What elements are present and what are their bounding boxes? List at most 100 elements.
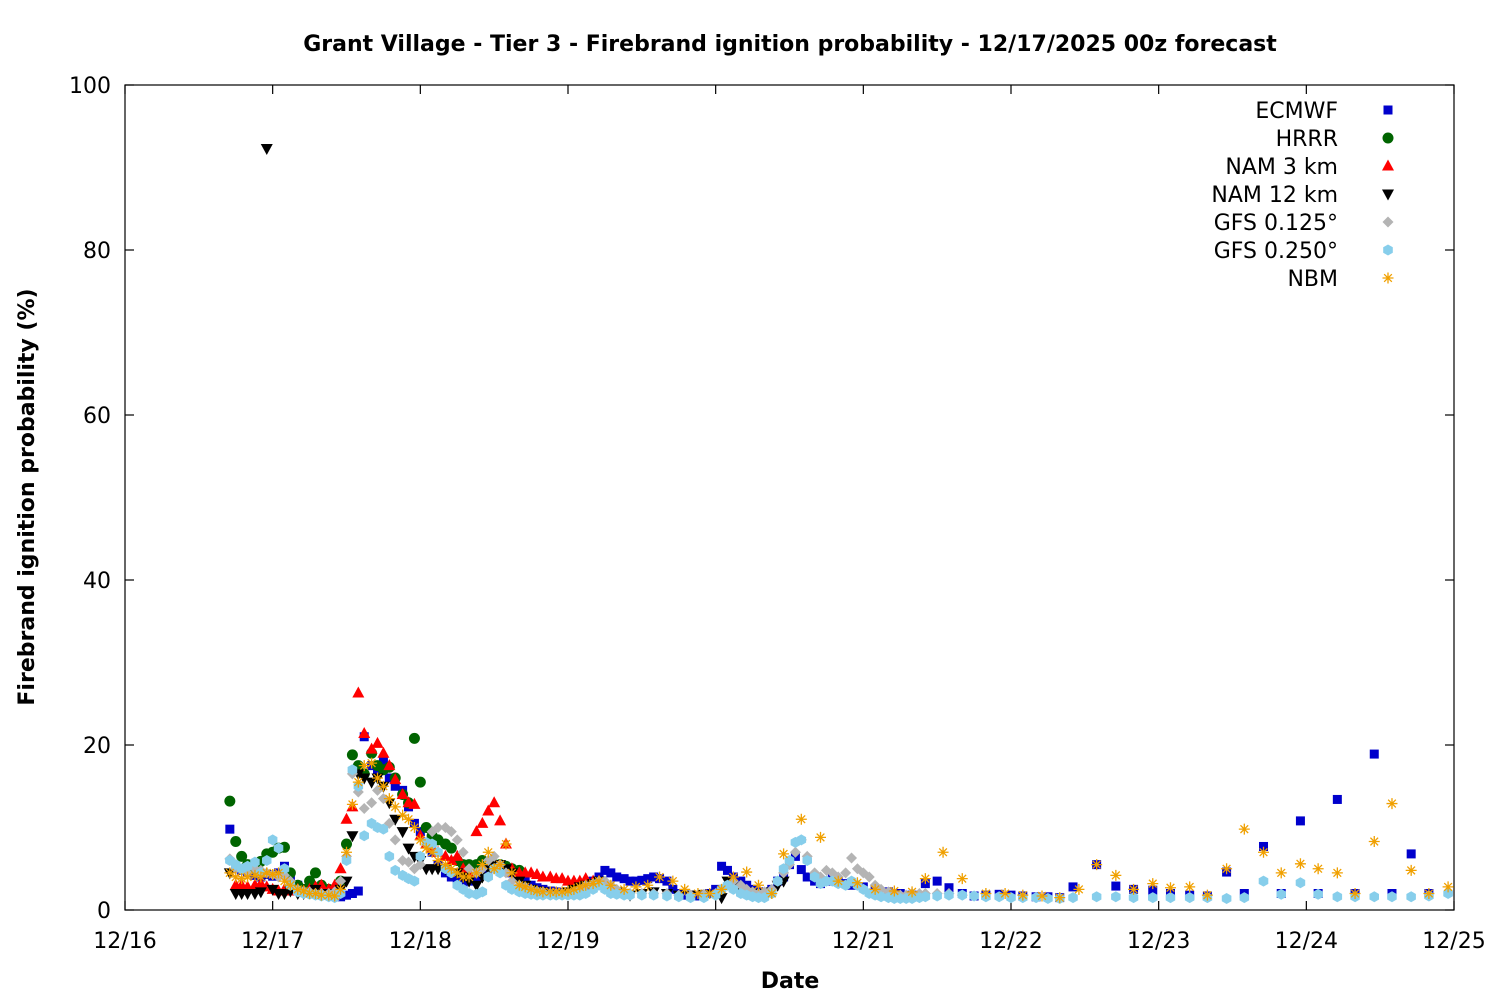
data-point [1091,891,1102,903]
data-point [1258,846,1270,858]
data-point [728,883,739,895]
data-point [304,875,316,887]
data-point [403,856,415,868]
legend-marker [1382,272,1394,284]
data-point [692,888,704,899]
data-point [482,804,495,816]
data-point [796,834,807,846]
data-point [1239,892,1250,904]
data-point [1128,883,1140,895]
data-point [341,838,352,850]
data-point [224,795,236,807]
data-point [488,796,501,808]
data-point [439,849,452,861]
data-point [470,867,482,879]
data-point [937,846,949,858]
data-point [494,814,507,826]
legend-label: NAM 3 km [1225,155,1338,180]
data-point [999,888,1011,899]
y-tick-label: 80 [83,239,111,264]
data-point [846,852,858,864]
data-point [358,760,370,772]
data-point [1221,893,1232,904]
y-tick-label: 40 [83,569,111,594]
y-axis-title: Firebrand ignition probability (%) [15,288,40,705]
data-point [619,874,629,884]
data-point [637,889,647,901]
data-point [1332,891,1343,903]
data-point [347,889,357,898]
data-point [372,772,384,784]
data-point [795,813,807,825]
data-point [451,867,463,879]
data-point [507,883,517,895]
data-point [273,842,284,854]
data-point [932,890,942,902]
data-point [668,884,678,894]
data-point [980,888,992,899]
data-point [500,838,512,850]
data-point [358,726,371,738]
data-point [815,831,827,843]
data-point [680,890,690,900]
data-point [408,732,420,744]
data-point [397,809,409,821]
data-point [347,764,358,776]
data-point [907,893,917,904]
y-tick-labels: 0 20 40 60 80 100 [69,74,111,924]
data-point [1184,892,1195,904]
data-point [1111,881,1121,891]
data-point [470,880,483,892]
data-point [1073,883,1085,895]
data-point [662,890,672,902]
data-point [341,846,352,858]
data-point [1275,867,1287,879]
data-point [432,855,444,866]
data-point [335,883,347,895]
data-point [1295,877,1306,889]
data-point [906,886,918,898]
data-point [292,883,304,895]
data-point [334,862,347,874]
data-point [759,892,770,904]
data-point [1164,882,1176,894]
data-point [809,871,820,883]
data-point [384,850,395,862]
data-point [445,842,457,854]
data-point [224,867,236,879]
data-point [685,892,696,904]
data-point [772,875,783,887]
data-point [415,850,426,862]
series-nbm [224,757,1454,904]
x-tick-label: 12/23 [1127,929,1190,954]
data-point [789,846,801,858]
data-point [323,889,335,901]
data-point [796,865,806,875]
data-point [1036,890,1048,902]
data-point [353,886,363,896]
data-point [1006,892,1016,904]
legend: ECMWF HRRR NAM 3 km NAM 12 km GFS 0.125° GFS … [1211,99,1394,292]
data-point [284,879,296,891]
data-point [389,773,402,785]
x-tick-label: 12/21 [832,929,895,954]
data-point [1332,794,1342,804]
data-point [869,883,881,895]
data-point [477,886,488,898]
data-point [358,803,370,815]
data-point [513,879,525,891]
x-tick-label: 12/16 [93,929,156,954]
data-point [618,883,630,895]
data-point [1423,888,1435,899]
data-point [346,749,358,761]
data-point [365,742,378,754]
data-point [1443,888,1453,899]
y-tick-label: 100 [69,74,111,99]
data-point [278,875,290,887]
data-point [414,776,426,788]
data-point [482,846,494,858]
data-point [483,871,493,883]
data-point [273,867,285,879]
data-point [562,885,574,897]
